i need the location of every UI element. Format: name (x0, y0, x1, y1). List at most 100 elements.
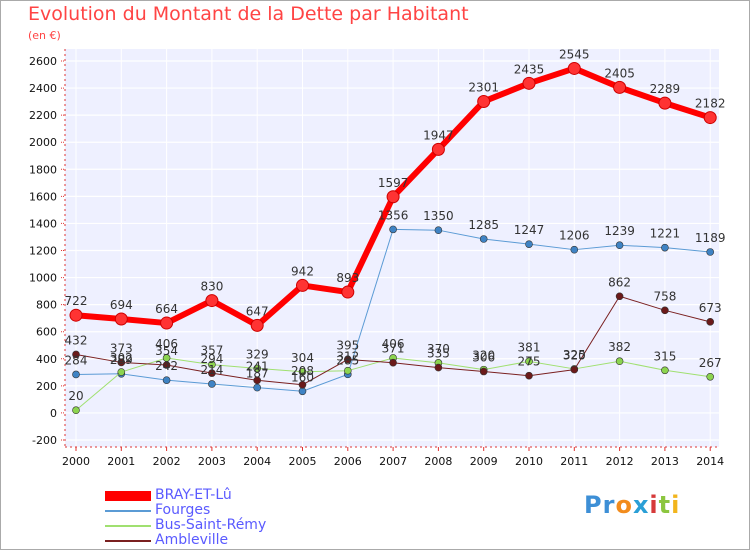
data-point (343, 355, 352, 364)
data-point (253, 376, 262, 385)
data-point (567, 61, 581, 75)
x-tick-label: 2012 (606, 455, 634, 468)
data-point (208, 380, 216, 388)
data-label: 1206 (559, 229, 590, 243)
data-point (205, 294, 219, 308)
data-label: 942 (291, 264, 314, 278)
x-tick-label: 2011 (560, 455, 588, 468)
data-point (479, 367, 488, 376)
data-label: 320 (563, 349, 586, 363)
x-tick-label: 2005 (289, 455, 317, 468)
data-label: 1221 (650, 227, 681, 241)
data-label: 664 (155, 302, 178, 316)
data-label: 302 (110, 351, 133, 365)
data-point (661, 306, 669, 315)
data-point (69, 308, 83, 322)
data-label: 2405 (604, 66, 635, 80)
data-label: 329 (246, 347, 269, 361)
chart-title: Evolution du Montant de la Dette par Hab… (28, 3, 469, 25)
data-point (208, 369, 216, 377)
data-point (253, 383, 262, 392)
data-point (615, 241, 624, 250)
data-point (117, 358, 126, 367)
data-label: 1239 (604, 224, 635, 238)
data-point (72, 350, 80, 359)
data-point (479, 235, 488, 243)
y-tick-label: 400 (36, 353, 57, 366)
data-label: 2182 (695, 97, 726, 111)
data-label: 320 (472, 349, 495, 363)
data-label: 758 (653, 289, 676, 303)
y-tick-label: 1000 (29, 272, 57, 285)
data-label: 304 (291, 351, 314, 365)
data-point (661, 243, 669, 252)
data-point (389, 225, 397, 234)
data-point (389, 358, 397, 367)
legend-swatch-ambleville (105, 533, 151, 548)
data-point (298, 367, 307, 376)
y-tick-label: 1400 (29, 217, 57, 230)
data-point (298, 380, 307, 389)
y-tick-label: 1200 (29, 245, 57, 258)
legend-swatch-fourges (105, 503, 151, 518)
legend-label-ambleville: Ambleville (155, 532, 229, 548)
data-label: 673 (699, 301, 722, 315)
data-point (162, 361, 171, 369)
data-label: 241 (246, 359, 269, 373)
data-point (250, 318, 264, 332)
data-label: 893 (336, 271, 359, 285)
proxiti-logo: Proxiti (584, 491, 681, 519)
x-tick-label: 2013 (651, 455, 679, 468)
data-label: 208 (291, 364, 314, 378)
data-point (114, 312, 128, 326)
data-point (615, 292, 624, 301)
data-label: 1947 (423, 128, 454, 142)
data-label: 381 (518, 340, 541, 354)
data-point (343, 366, 352, 375)
y-tick-label: 1600 (29, 190, 57, 203)
data-label: 2435 (514, 62, 545, 76)
y-tick-label: 1800 (29, 163, 57, 176)
data-label: 242 (155, 359, 178, 373)
data-point (341, 285, 355, 299)
data-label: 1247 (514, 223, 545, 237)
data-label: 285 (336, 353, 359, 367)
data-point (160, 316, 174, 330)
data-point (477, 94, 491, 108)
x-tick-label: 2010 (515, 455, 543, 468)
x-tick-label: 2000 (62, 455, 90, 468)
data-label: 1356 (378, 208, 409, 222)
data-point (72, 406, 80, 415)
data-point (525, 371, 533, 380)
data-label: 306 (472, 351, 495, 365)
data-label: 284 (65, 353, 88, 367)
data-point (296, 278, 309, 292)
y-tick-label: 2600 (29, 55, 57, 68)
legend-label-bus-saint-remy: Bus-Saint-Rémy (155, 517, 267, 533)
data-point (386, 190, 400, 204)
data-label: 371 (382, 342, 405, 356)
y-tick-label: -200 (32, 434, 57, 447)
data-label: 1350 (423, 209, 454, 223)
data-label: 373 (110, 341, 133, 355)
y-tick-label: 2200 (29, 109, 57, 122)
data-label: 20 (68, 389, 83, 403)
legend-label-bray: BRAY-ET-Lû (155, 487, 232, 503)
data-label: 315 (653, 349, 676, 363)
data-label: 694 (110, 298, 133, 312)
y-tick-label: 200 (36, 380, 57, 393)
data-label: 289 (110, 353, 133, 367)
data-point (72, 370, 80, 379)
data-label: 294 (200, 352, 223, 366)
data-label: 406 (155, 337, 178, 351)
y-tick-label: 600 (36, 326, 57, 339)
data-label: 370 (427, 342, 450, 356)
y-tick-label: 800 (36, 299, 57, 312)
data-point (162, 376, 171, 384)
data-label: 647 (246, 304, 269, 318)
data-label: 2301 (468, 80, 499, 94)
data-point (613, 80, 627, 94)
data-point (703, 111, 717, 125)
y-tick-label: 2400 (29, 82, 57, 95)
